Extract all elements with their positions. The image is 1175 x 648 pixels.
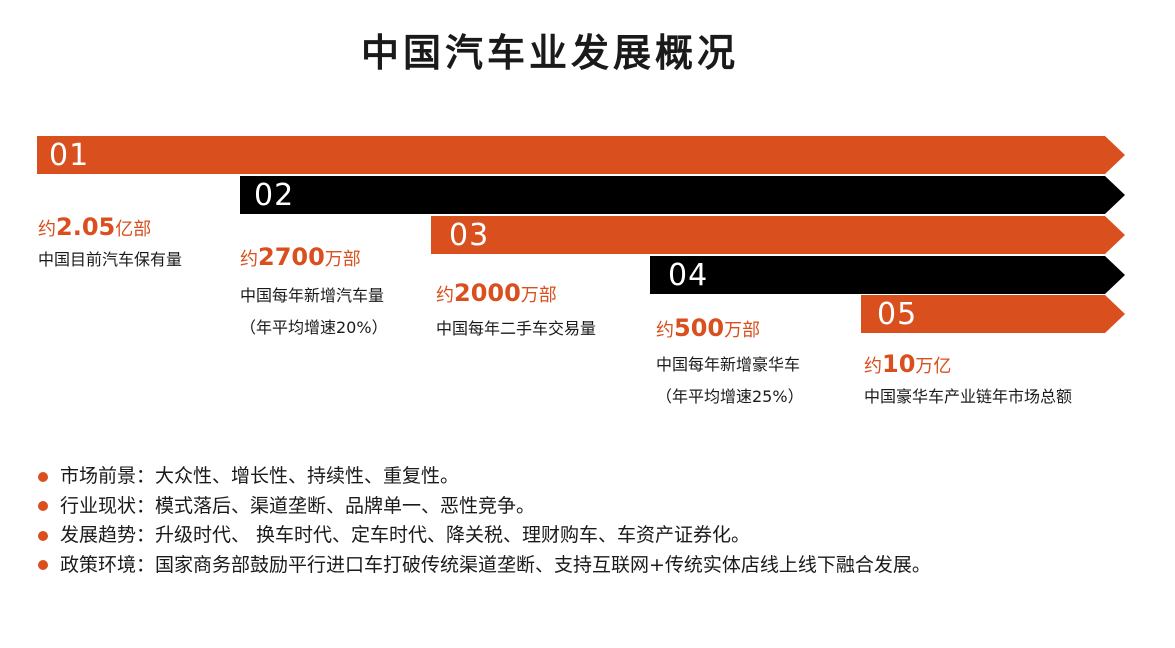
bullet-dot-icon bbox=[38, 530, 48, 541]
stat-03-unit: 万部 bbox=[520, 285, 557, 306]
stat-05-prefix: 约 bbox=[864, 356, 882, 377]
desc-04-line-1: 中国每年新增豪华车 bbox=[656, 355, 801, 374]
band-03-number: 03 bbox=[449, 218, 490, 253]
band-05-number: 05 bbox=[877, 297, 918, 332]
stat-03-value: 2000 bbox=[454, 279, 521, 307]
desc-02-line-1: 中国每年新增汽车量 bbox=[240, 286, 385, 305]
bullet-dot-icon bbox=[38, 501, 48, 512]
stat-02: 约2700万部 bbox=[240, 243, 361, 271]
desc-05-line-1: 中国豪华车产业链年市场总额 bbox=[864, 387, 1073, 406]
stat-02-unit: 万部 bbox=[324, 249, 361, 270]
bullet-dot-icon bbox=[38, 471, 48, 482]
band-04-arrow bbox=[650, 256, 1125, 294]
stat-04-prefix: 约 bbox=[656, 320, 674, 341]
stat-05: 约10万亿 bbox=[864, 350, 951, 378]
stat-03: 约2000万部 bbox=[436, 279, 557, 307]
desc-04-line-2: （年平均增速25%） bbox=[656, 387, 804, 406]
desc-02: 中国每年新增汽车量 （年平均增速20%） bbox=[240, 280, 388, 344]
band-01: 01 bbox=[37, 136, 1125, 174]
desc-01: 中国目前汽车保有量 bbox=[38, 244, 182, 276]
band-02-number: 02 bbox=[254, 178, 295, 213]
list-item: 政策环境：国家商务部鼓励平行进口车打破传统渠道垄断、支持互联网+传统实体店线上线… bbox=[38, 551, 931, 581]
desc-03-line-1: 中国每年二手车交易量 bbox=[436, 319, 597, 338]
band-04: 04 bbox=[650, 256, 1125, 294]
stat-01-prefix: 约 bbox=[38, 219, 56, 240]
list-item: 市场前景：大众性、增长性、持续性、重复性。 bbox=[38, 462, 931, 492]
desc-04: 中国每年新增豪华车 （年平均增速25%） bbox=[656, 349, 804, 413]
bullet-text-policy: 政策环境：国家商务部鼓励平行进口车打破传统渠道垄断、支持互联网+传统实体店线上线… bbox=[60, 553, 931, 576]
band-05-arrow bbox=[861, 295, 1125, 333]
stat-03-prefix: 约 bbox=[436, 285, 454, 306]
desc-01-line-1: 中国目前汽车保有量 bbox=[38, 250, 183, 269]
list-item: 行业现状：模式落后、渠道垄断、品牌单一、恶性竞争。 bbox=[38, 492, 931, 522]
band-02: 02 bbox=[240, 176, 1125, 214]
stat-01: 约2.05亿部 bbox=[38, 213, 151, 241]
desc-02-line-2: （年平均增速20%） bbox=[240, 318, 388, 337]
band-05: 05 bbox=[861, 295, 1125, 333]
band-01-number: 01 bbox=[49, 138, 90, 173]
stat-05-unit: 万亿 bbox=[915, 356, 952, 377]
stat-05-value: 10 bbox=[882, 350, 916, 378]
stat-04-value: 500 bbox=[674, 314, 725, 342]
list-item: 发展趋势：升级时代、 换车时代、定车时代、降关税、理财购车、车资产证券化。 bbox=[38, 521, 931, 551]
bullet-text-market: 市场前景：大众性、增长性、持续性、重复性。 bbox=[60, 465, 460, 487]
stat-04-unit: 万部 bbox=[724, 320, 761, 341]
band-01-arrow bbox=[37, 136, 1125, 174]
stat-02-prefix: 约 bbox=[240, 249, 258, 270]
stat-01-unit: 亿部 bbox=[115, 219, 152, 240]
stat-02-value: 2700 bbox=[258, 243, 325, 271]
band-02-arrow bbox=[240, 176, 1125, 214]
desc-05: 中国豪华车产业链年市场总额 bbox=[864, 381, 1072, 413]
bullet-text-industry: 行业现状：模式落后、渠道垄断、品牌单一、恶性竞争。 bbox=[60, 494, 536, 517]
summary-list: 市场前景：大众性、增长性、持续性、重复性。 行业现状：模式落后、渠道垄断、品牌单… bbox=[38, 462, 931, 580]
bullet-text-trends: 发展趋势：升级时代、 换车时代、定车时代、降关税、理财购车、车资产证券化。 bbox=[60, 524, 751, 546]
band-03: 03 bbox=[431, 216, 1125, 254]
band-04-number: 04 bbox=[668, 258, 709, 293]
page-title: 中国汽车业发展概况 bbox=[360, 31, 739, 75]
bullet-dot-icon bbox=[38, 560, 48, 571]
band-03-arrow bbox=[431, 216, 1125, 254]
stat-01-value: 2.05 bbox=[56, 213, 116, 241]
desc-03: 中国每年二手车交易量 bbox=[436, 313, 596, 345]
stat-04: 约500万部 bbox=[656, 314, 760, 342]
